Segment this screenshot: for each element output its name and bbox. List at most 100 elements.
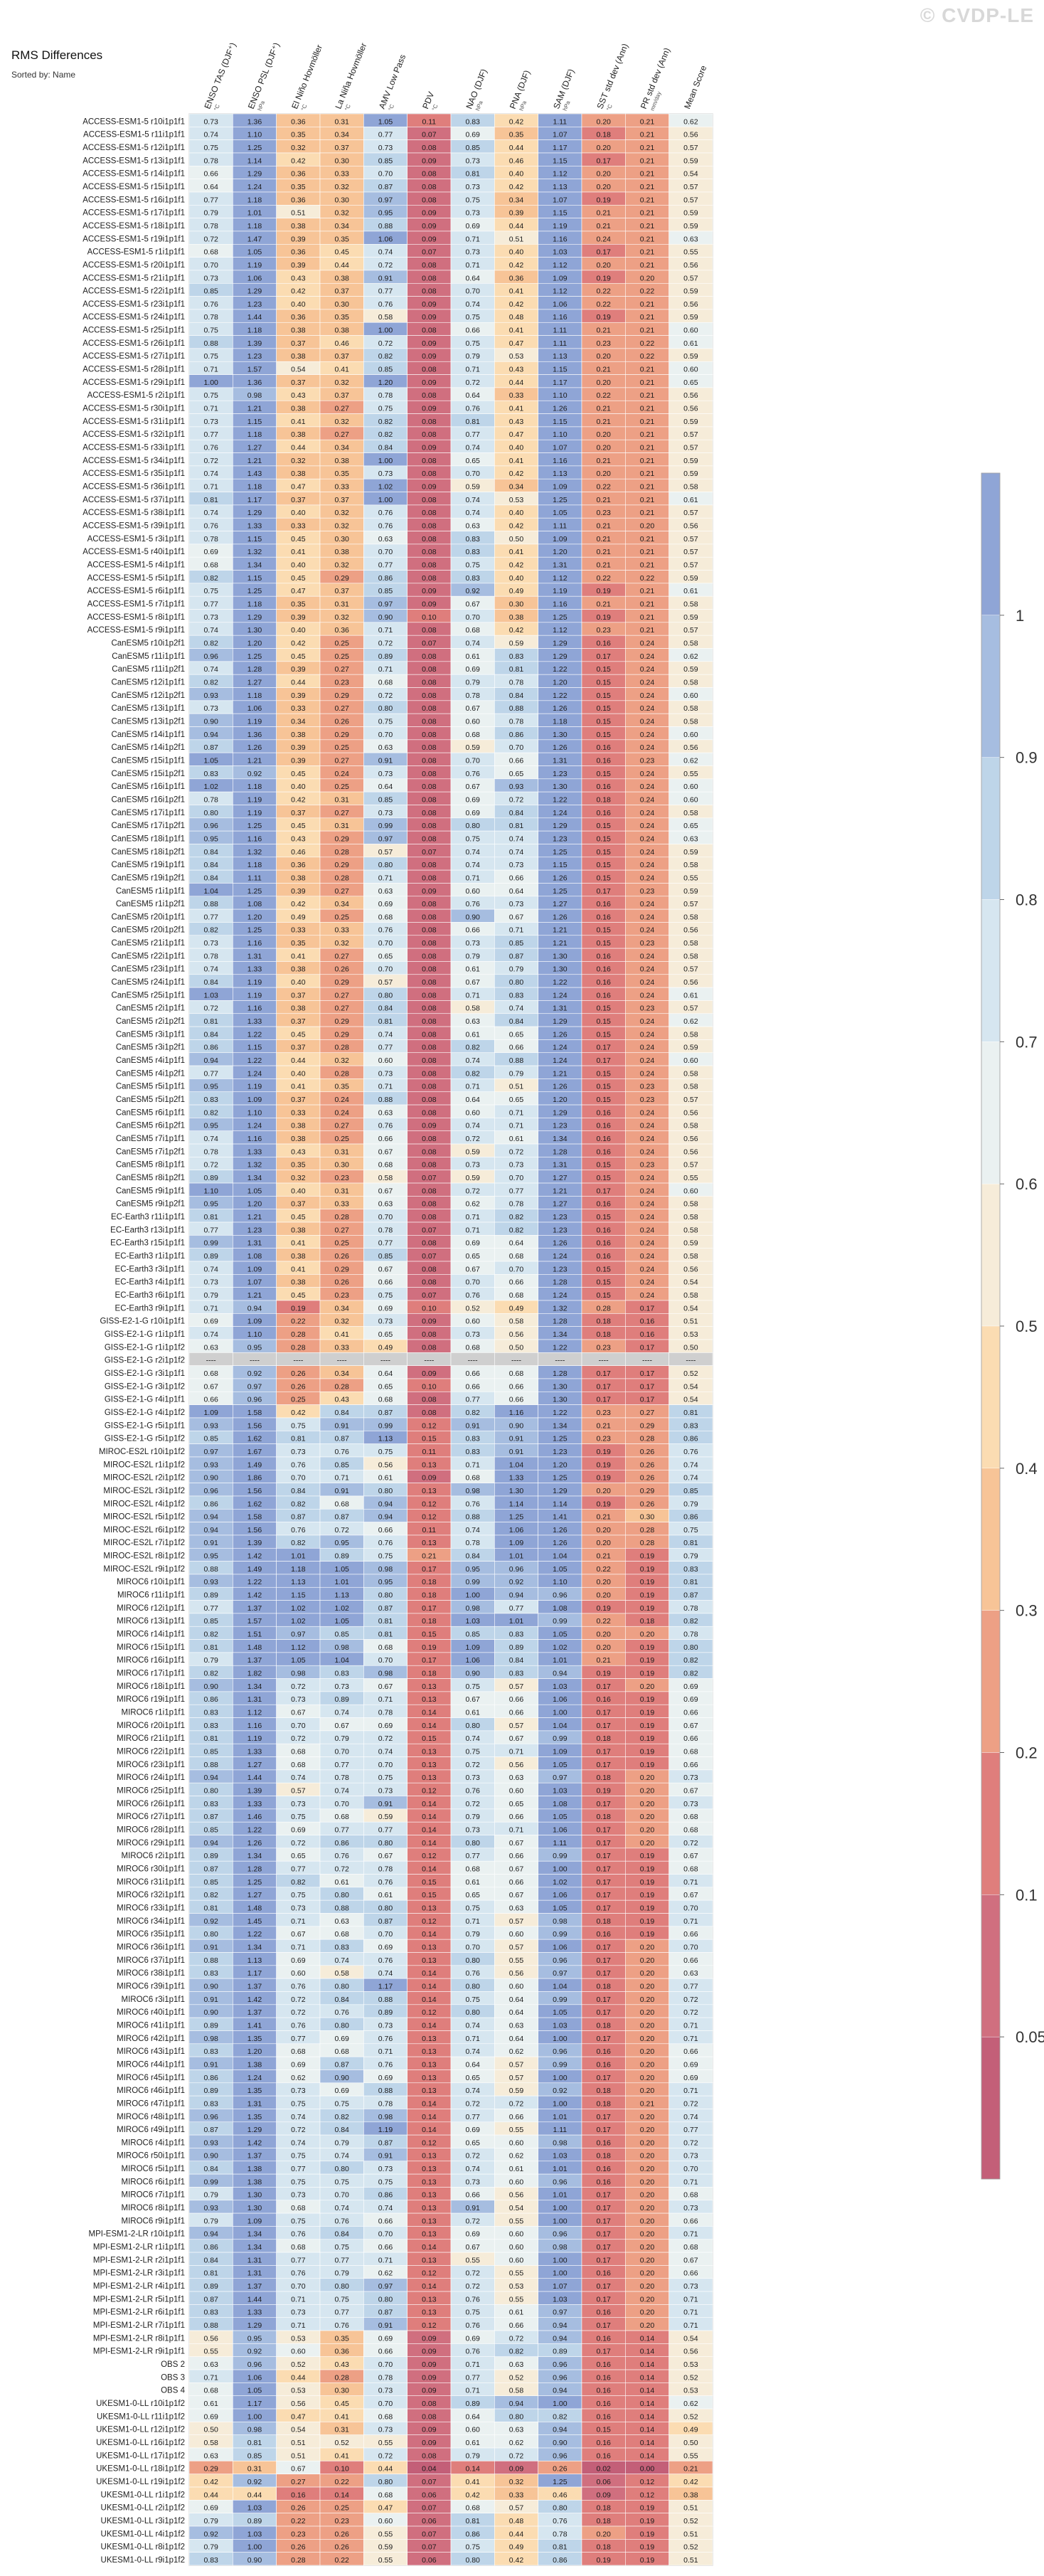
cell-value: 0.77	[378, 1044, 393, 1052]
column-header: SAM (DJF)hPa	[551, 68, 576, 112]
cell-value: 0.25	[334, 1135, 349, 1143]
cell-value: 0.68	[291, 1748, 306, 1756]
cell-value: 1.07	[553, 131, 568, 139]
cell-value: 1.25	[247, 1878, 262, 1887]
cell-value: 0.08	[422, 1083, 437, 1091]
cell-value: 0.32	[334, 613, 349, 622]
cell-value: 0.69	[378, 2334, 393, 2343]
cell-value: 0.67	[465, 600, 480, 608]
row-label: CanESM5 r24i1p1f1	[111, 978, 185, 987]
cell-value: 0.50	[509, 535, 524, 544]
cell-value: 0.75	[465, 2543, 480, 2552]
cell-value: 1.35	[247, 2087, 262, 2095]
cell-value: 0.69	[683, 2074, 698, 2082]
cell-value: 1.01	[553, 2165, 568, 2173]
row-label: MIROC6 r3i1p1f1	[122, 1995, 185, 2004]
cell-value: 0.87	[203, 2126, 218, 2134]
row-label: ACCESS-ESM1-5 r15i1p1f1	[82, 183, 185, 191]
cell-value: 0.81	[465, 2517, 480, 2525]
cell-value: 0.14	[640, 2348, 655, 2356]
cell-value: 0.19	[640, 1552, 655, 1561]
cell-value: 0.76	[378, 300, 393, 309]
cell-value: 0.10	[422, 1382, 437, 1391]
cell-value: 0.84	[465, 1552, 480, 1561]
cell-value: 0.14	[465, 2465, 480, 2474]
cell-value: 0.80	[378, 2295, 393, 2304]
cell-value: 1.04	[553, 1982, 568, 1991]
cell-value: 0.20	[596, 1539, 611, 1547]
cell-value: 1.30	[509, 1487, 524, 1495]
cell-value: 0.90	[465, 1670, 480, 1678]
cell-value: 0.14	[640, 2452, 655, 2460]
cell-value: 0.74	[378, 1748, 393, 1756]
cell-value: 0.42	[509, 183, 524, 191]
cell-value: 0.75	[291, 1891, 306, 1899]
cell-value: 0.68	[465, 2504, 480, 2513]
cell-value: 0.90	[203, 2152, 218, 2161]
cell-value: 0.30	[334, 157, 349, 165]
cell-value: 0.54	[683, 1304, 698, 1313]
cell-value: 0.68	[203, 248, 218, 257]
cell-value: 0.16	[596, 1200, 611, 1209]
cell-value: 0.51	[683, 2556, 698, 2565]
cell-value: 0.70	[465, 287, 480, 296]
cell-value: 1.16	[247, 834, 262, 843]
cell-value: 1.49	[247, 1565, 262, 1574]
cell-value: 0.82	[203, 1670, 218, 1678]
cell-value: 0.73	[378, 1069, 393, 1078]
cell-value: 0.15	[596, 1017, 611, 1026]
cell-value: 0.71	[291, 2295, 306, 2304]
cell-value: 0.26	[334, 1252, 349, 1261]
cell-value: 0.89	[465, 2400, 480, 2408]
cell-value: 0.53	[509, 352, 524, 361]
row-label: GISS-E2-1-G r5i1p1f1	[105, 1421, 185, 1430]
cell-value: 0.76	[203, 300, 218, 309]
cell-value: 0.75	[378, 2178, 393, 2186]
cell-value: 0.68	[465, 1865, 480, 1873]
cell-value: 0.78	[509, 1200, 524, 1209]
cell-value: 0.58	[509, 1318, 524, 1326]
cell-value: 0.60	[465, 1318, 480, 1326]
cell-value: 0.13	[422, 1461, 437, 1469]
cell-value: 1.03	[553, 2152, 568, 2161]
cell-value: 0.20	[596, 1591, 611, 1600]
cell-value: 0.13	[422, 2074, 437, 2082]
cell-value: 0.40	[291, 1069, 306, 1078]
cell-value: 0.71	[291, 2321, 306, 2330]
cell-value: 1.31	[553, 1005, 568, 1013]
row-label: ACCESS-ESM1-5 r4i1p1f1	[87, 561, 185, 570]
cell-value: 0.56	[683, 391, 698, 400]
cell-value: 0.75	[334, 2178, 349, 2186]
cell-value: 0.79	[509, 965, 524, 974]
cell-value: 0.14	[422, 1813, 437, 1821]
cell-value: 0.97	[553, 2309, 568, 2317]
cell-value: 1.42	[247, 2138, 262, 2147]
cell-value: 1.03	[553, 1682, 568, 1691]
cell-value: 0.75	[378, 1552, 393, 1561]
cell-value: 0.64	[509, 1239, 524, 1248]
cell-value: 0.40	[509, 574, 524, 583]
cell-value: 0.16	[596, 1226, 611, 1234]
cell-value: 1.10	[203, 1187, 218, 1195]
cell-value: 0.87	[334, 1513, 349, 1522]
cell-value: 0.14	[422, 2126, 437, 2134]
cell-value: 0.34	[334, 1369, 349, 1378]
colorbar-swatch	[981, 1183, 1001, 1327]
row-label: MIROC-ES2L r3i1p1f2	[103, 1487, 185, 1495]
cell-value: 0.69	[378, 1722, 393, 1730]
cell-value: 0.41	[291, 1239, 306, 1248]
cell-value: 0.89	[203, 2021, 218, 2030]
cell-value: 0.89	[378, 2008, 393, 2017]
cell-value: 0.21	[640, 222, 655, 230]
cell-value: 0.07	[422, 2504, 437, 2513]
cell-value: 0.74	[203, 509, 218, 517]
cell-value: 0.91	[465, 1421, 480, 1430]
cell-value: 1.11	[553, 327, 567, 335]
cell-value: 0.17	[596, 2256, 611, 2264]
cell-value: 0.79	[203, 1656, 218, 1665]
cell-value: 0.08	[422, 196, 437, 204]
cell-value: 0.56	[683, 1135, 698, 1143]
cell-value: 0.96	[203, 2113, 218, 2121]
cell-value: ----	[686, 1357, 696, 1365]
cell-value: 0.20	[640, 2152, 655, 2161]
